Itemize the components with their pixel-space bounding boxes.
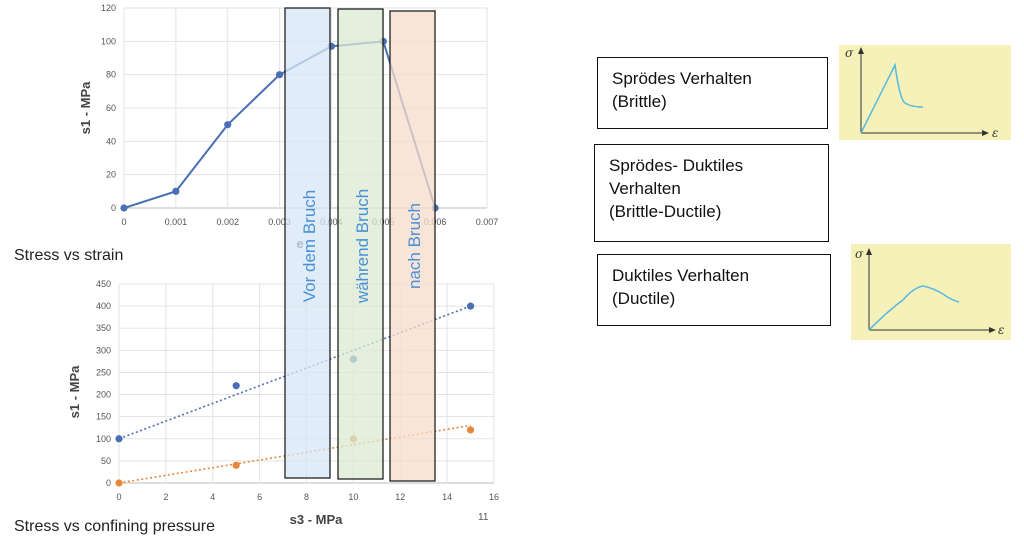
brittle-x-arrow	[982, 130, 989, 136]
c2-data-point	[115, 479, 123, 487]
brittle-curve	[860, 62, 924, 134]
brittle-ductile-behaviour-box: Sprödes- Duktiles Verhalten (Brittle-Duc…	[594, 144, 829, 242]
c1-x-tick-label: 0	[121, 217, 126, 227]
c1-data-point	[120, 204, 128, 212]
brittle-ductile-title: Sprödes- Duktiles	[609, 156, 744, 175]
c2-y-tick-label: 300	[96, 345, 111, 355]
c2-y-tick-label: 0	[106, 478, 111, 488]
page-number: 11	[478, 512, 489, 523]
brittle-ductile-title-2: Verhalten	[609, 179, 681, 198]
phase-during-fracture-label: während Bruch	[353, 189, 372, 304]
ductile-curve-inset: σ ε	[851, 244, 1011, 340]
phase-after-fracture-label: nach Bruch	[405, 203, 424, 289]
c2-x-tick-label: 12	[395, 492, 405, 502]
c1-y-tick-label: 60	[106, 103, 116, 113]
brittle-behaviour-box: Sprödes Verhalten (Brittle)	[597, 57, 828, 129]
phase-before-fracture-label: Vor dem Bruch	[300, 190, 319, 302]
chart1-y-axis-label: s1 - MPa	[78, 81, 93, 135]
c2-y-tick-label: 350	[96, 323, 111, 333]
brittle-ductile-subtitle: (Brittle-Ductile)	[609, 202, 722, 221]
c1-x-tick-label: 0.007	[476, 217, 499, 227]
c2-x-tick-label: 0	[116, 492, 121, 502]
c1-x-tick-label: 0.004	[320, 217, 343, 227]
c1-y-tick-label: 100	[101, 36, 116, 46]
ductile-sigma-label: σ	[855, 247, 864, 261]
chart2-y-axis-label: s1 - MPa	[67, 365, 82, 419]
chart1-y-tick-labels: 0 20 40 60 80 100 120	[101, 3, 116, 213]
c1-x-tick-label: 0.001	[165, 217, 188, 227]
brittle-epsilon-label: ε	[992, 126, 998, 140]
c2-y-tick-label: 250	[96, 367, 111, 377]
chart2-caption: Stress vs confining pressure	[14, 518, 215, 535]
c1-y-tick-label: 40	[106, 136, 116, 146]
chart2-x-axis-label: s3 - MPa	[290, 512, 344, 527]
chart2-y-tick-labels: 0 50 100 150 200 250 300 350 400 450	[96, 279, 111, 488]
c2-data-point	[232, 382, 240, 390]
c1-x-tick-label: 0.002	[216, 217, 239, 227]
ductile-y-arrow	[866, 248, 872, 255]
brittle-curve-inset: σ ε	[839, 45, 1011, 140]
c1-y-tick-label: 120	[101, 3, 116, 13]
c2-x-tick-label: 8	[304, 492, 309, 502]
c2-x-tick-label: 16	[489, 492, 499, 502]
c1-data-point	[224, 121, 232, 129]
c1-data-point	[275, 71, 284, 79]
brittle-sigma-label: σ	[845, 46, 854, 60]
phase-before-fracture: Vor dem Bruch	[284, 7, 331, 479]
c2-data-point	[466, 302, 475, 310]
c2-x-tick-label: 14	[442, 492, 452, 502]
ductile-subtitle: (Ductile)	[612, 289, 676, 308]
ductile-curve-plot: σ ε	[855, 247, 1004, 337]
c2-x-tick-label: 2	[163, 492, 168, 502]
c2-data-point	[466, 426, 475, 434]
c2-y-tick-label: 450	[96, 279, 111, 289]
ductile-title: Duktiles Verhalten	[612, 266, 750, 285]
c2-x-tick-label: 4	[210, 492, 215, 502]
ductile-epsilon-label: ε	[998, 323, 1004, 337]
c1-x-tick-label: 0.003	[268, 217, 291, 227]
phase-after-fracture: nach Bruch	[389, 10, 436, 482]
ductile-x-arrow	[989, 327, 996, 333]
phase-during-fracture: während Bruch	[337, 8, 384, 480]
c2-data-point	[115, 435, 123, 443]
c2-y-tick-label: 50	[101, 456, 111, 466]
c1-y-tick-label: 80	[106, 70, 116, 80]
c1-y-tick-label: 20	[106, 170, 116, 180]
brittle-y-arrow	[858, 47, 864, 54]
ductile-behaviour-box: Duktiles Verhalten (Ductile)	[597, 254, 831, 326]
brittle-curve-plot: σ ε	[845, 46, 998, 140]
brittle-title: Sprödes Verhalten	[612, 69, 752, 88]
brittle-subtitle: (Brittle)	[612, 92, 667, 111]
c2-x-tick-label: 10	[348, 492, 358, 502]
c2-data-point	[232, 461, 240, 469]
c2-y-tick-label: 400	[96, 301, 111, 311]
c2-y-tick-label: 200	[96, 390, 111, 400]
c2-y-tick-label: 150	[96, 412, 111, 422]
chart1-caption: Stress vs strain	[14, 247, 123, 264]
ductile-curve	[868, 285, 960, 331]
c1-y-tick-label: 0	[111, 203, 116, 213]
chart2-x-tick-labels: 0 2 4 6 8 10 12 14 16	[116, 492, 499, 502]
c2-trendline	[118, 424, 471, 484]
c2-y-tick-label: 100	[96, 434, 111, 444]
c1-data-point	[172, 187, 180, 195]
c2-x-tick-label: 6	[257, 492, 262, 502]
